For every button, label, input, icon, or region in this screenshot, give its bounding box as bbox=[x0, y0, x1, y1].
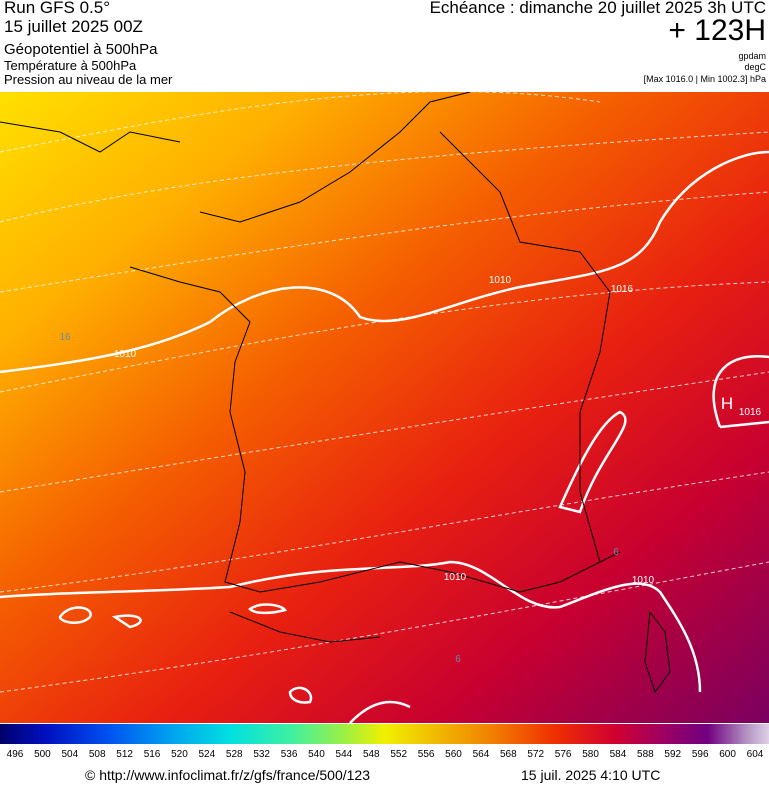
scale-label: 568 bbox=[499, 749, 517, 760]
run-date: 15 juillet 2025 00Z bbox=[4, 17, 143, 36]
contour-label: 1016 bbox=[611, 284, 634, 295]
scale-label: 600 bbox=[719, 749, 736, 760]
scale-label: 508 bbox=[88, 749, 106, 760]
scale-label: 500 bbox=[34, 749, 51, 760]
contour-label: H bbox=[721, 394, 733, 413]
hour: + 123H bbox=[668, 14, 766, 47]
scale-label: 552 bbox=[390, 749, 408, 760]
run: Run GFS 0.5° bbox=[4, 0, 111, 17]
unit-geo: gpdam bbox=[738, 51, 766, 61]
field-background bbox=[0, 92, 769, 723]
contour-label: 6 bbox=[613, 547, 619, 558]
pressure: Pression au niveau de la mer bbox=[4, 72, 173, 87]
footer-time: 15 juil. 2025 4:10 UTC bbox=[521, 767, 661, 783]
unit-temp: degC bbox=[744, 62, 766, 72]
contour-label: 1010 bbox=[444, 572, 467, 583]
contour-label: 1010 bbox=[114, 349, 137, 360]
map: 1010 1010 1010 1010 1016 H 1016 16 6 6 bbox=[0, 92, 769, 723]
echeance: Echéance : dimanche 20 juillet 2025 3h U… bbox=[429, 0, 766, 17]
scale-label: 548 bbox=[362, 749, 380, 760]
contour-label: 1010 bbox=[632, 575, 655, 586]
scale-label: 496 bbox=[6, 749, 24, 760]
scale-label: 564 bbox=[472, 749, 490, 760]
scale-label: 576 bbox=[554, 749, 572, 760]
scale-label: 512 bbox=[116, 749, 133, 760]
contour-label: 6 bbox=[455, 654, 461, 665]
scale-label: 588 bbox=[637, 749, 654, 760]
scale-label: 572 bbox=[527, 749, 545, 760]
scale-label: 504 bbox=[61, 749, 79, 760]
maxmin: [Max 1016.0 | Min 1002.3] hPa bbox=[643, 74, 766, 84]
scale-label: 516 bbox=[143, 749, 161, 760]
scale-label: 604 bbox=[746, 749, 764, 760]
contour-label: 16 bbox=[59, 332, 71, 343]
field: Géopotentiel à 500hPa bbox=[4, 41, 158, 58]
scale-label: 580 bbox=[582, 749, 599, 760]
temperature: Température à 500hPa bbox=[4, 58, 137, 73]
scale-label: 536 bbox=[280, 749, 298, 760]
pressure-contours bbox=[0, 150, 769, 723]
scale-label: 592 bbox=[664, 749, 682, 760]
scale-label: 524 bbox=[198, 749, 216, 760]
scale-label: 596 bbox=[691, 749, 709, 760]
contour-label: 1010 bbox=[489, 275, 512, 286]
color-scale bbox=[0, 724, 769, 744]
scale-label: 544 bbox=[335, 749, 353, 760]
contour-label: 1016 bbox=[739, 407, 762, 418]
scale-label: 528 bbox=[225, 749, 243, 760]
coastline bbox=[0, 92, 671, 694]
scale-label: 532 bbox=[253, 749, 270, 760]
scale-label: 540 bbox=[308, 749, 325, 760]
footer-url: © http://www.infoclimat.fr/z/gfs/france/… bbox=[85, 767, 370, 783]
scale-label: 520 bbox=[171, 749, 188, 760]
scale-label: 584 bbox=[609, 749, 627, 760]
scale-label: 556 bbox=[417, 749, 435, 760]
temperature-contours bbox=[0, 92, 769, 693]
scale-label: 560 bbox=[445, 749, 462, 760]
